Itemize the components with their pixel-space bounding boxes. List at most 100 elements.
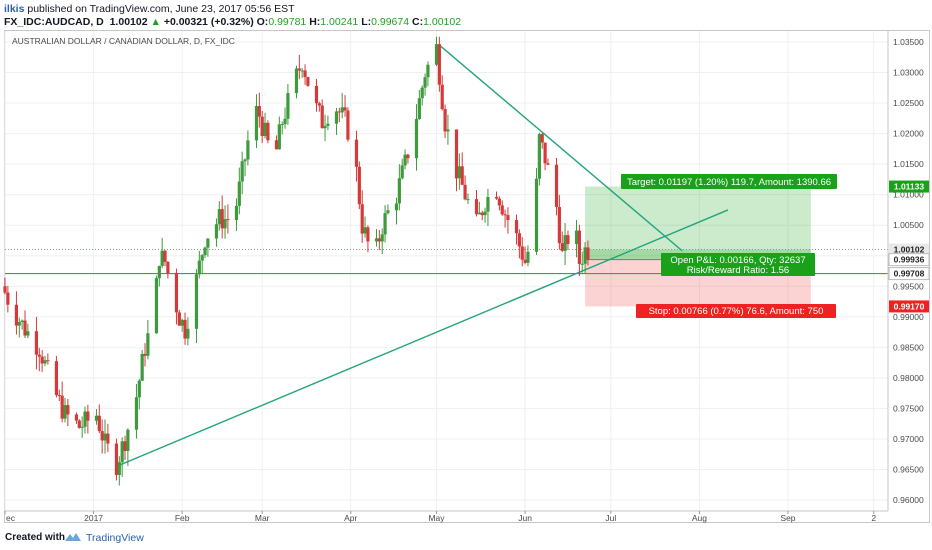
candle-up (580, 263, 584, 265)
candle-up (446, 129, 450, 132)
candle-down (3, 286, 7, 293)
candle-up (214, 224, 219, 239)
price-tick-label: 1.01000 (893, 190, 924, 200)
candle-up (563, 235, 567, 251)
candle-down (77, 420, 81, 428)
time-axis[interactable]: ec 2017 Feb Mar Apr May Jun Jul Aug Sep 2 (4, 510, 888, 523)
price-tag-level-label: 0.99708 (894, 269, 925, 279)
candle-down (437, 44, 441, 85)
candle-down (354, 139, 359, 167)
tradingview-logo-icon[interactable] (64, 531, 82, 543)
position-zone[interactable] (585, 186, 811, 307)
chart-title: AUSTRALIAN DOLLAR / CANADIAN DOLLAR, D, … (12, 36, 235, 46)
candle-down (306, 77, 310, 86)
candle-up (420, 87, 424, 99)
price-tick-label: 0.96000 (893, 495, 924, 505)
candle-up (154, 278, 159, 334)
candle-up (200, 255, 204, 261)
candle-up (340, 107, 344, 113)
rr-label: Risk/Reward Ratio: 1.56 (687, 265, 789, 276)
candle-down (123, 441, 127, 451)
ohlc-legend: FX_IDC:AUDCAD, D 1.00102 ▲ +0.00321 (+0.… (4, 16, 461, 28)
candle-down (360, 204, 364, 234)
target-label-box (621, 174, 837, 189)
candle-down (577, 230, 581, 264)
candle-up (486, 196, 490, 212)
time-tick-label: Jun (518, 513, 532, 523)
price-tag-entry-label: 0.99936 (894, 255, 925, 265)
time-tick-label: Sep (780, 513, 795, 523)
price-tick-label: 0.99500 (893, 281, 924, 291)
candle-down (514, 220, 519, 234)
candle-up (103, 433, 107, 441)
candle-down (6, 292, 10, 305)
candle-down (566, 235, 570, 245)
up-arrow-icon: ▲ (150, 16, 161, 28)
candle-up (583, 247, 587, 264)
candle-down (23, 320, 27, 336)
price-tick-label: 1.02500 (893, 98, 924, 108)
time-tick-label: May (428, 513, 445, 523)
candle-down (320, 105, 324, 129)
candle-up (286, 93, 290, 119)
candle-down (60, 395, 64, 419)
candle-down (174, 273, 179, 313)
tradingview-brand[interactable]: TradingView (86, 532, 144, 544)
candle-down (500, 205, 504, 215)
candle-up (203, 247, 207, 256)
pl-label: Open P&L: 0.00166, Qty: 32637 (670, 255, 805, 266)
price-tick-label: 0.97500 (893, 403, 924, 413)
candle-up (234, 205, 239, 221)
candle-down (74, 414, 79, 421)
candle-down (14, 304, 19, 326)
price-change: +0.00321 (+0.32%) (163, 16, 254, 28)
candle-up (26, 331, 30, 336)
candle-down (317, 103, 321, 106)
high-label: H: (309, 16, 321, 28)
author-name[interactable]: ilkis (4, 3, 25, 15)
price-tag-target (889, 180, 929, 193)
candle-down (177, 312, 181, 326)
created-with-text: Created with (5, 532, 66, 543)
footer: Created with TradingView (0, 523, 932, 550)
resistance-trendline[interactable] (438, 44, 683, 252)
symbol-label: FX_IDC:AUDCAD, D (4, 16, 104, 28)
price-tick-label: 0.99000 (893, 312, 924, 322)
price-tick-label: 0.97000 (893, 434, 924, 444)
price-tag-stop (889, 300, 929, 313)
candle-down (314, 85, 319, 104)
drawing-lines[interactable] (5, 44, 888, 466)
candle-down (454, 129, 459, 179)
candle-up (423, 77, 427, 88)
price-tick-label: 0.98500 (893, 342, 924, 352)
candle-down (54, 361, 59, 396)
candle-down (517, 233, 521, 247)
candle-down (540, 134, 544, 143)
candle-down (520, 246, 524, 260)
candle-up (326, 123, 330, 126)
support-trendline[interactable] (119, 209, 729, 466)
candle-down (37, 354, 41, 357)
candle-up (254, 106, 259, 141)
candle-up (206, 238, 210, 248)
candle-down (297, 68, 301, 71)
candle-down (346, 110, 350, 140)
candle-down (266, 122, 270, 141)
candle-up (180, 319, 184, 326)
candle-up (243, 159, 247, 162)
time-tick-label: Apr (344, 513, 357, 523)
candle-up (537, 134, 541, 179)
candle-down (463, 184, 467, 200)
candle-down (480, 212, 484, 216)
candle-up (426, 64, 430, 78)
price-tick-label: 0.96500 (893, 464, 924, 474)
candle-down (586, 247, 590, 260)
candle-down (366, 227, 370, 242)
candle-up (280, 124, 284, 126)
price-tag-level (888, 267, 930, 281)
candle-down (406, 154, 410, 159)
time-tick-label: Feb (175, 513, 190, 523)
published-text: published on TradingView.com, June 23, 2… (27, 3, 295, 15)
candle-down (546, 163, 550, 165)
